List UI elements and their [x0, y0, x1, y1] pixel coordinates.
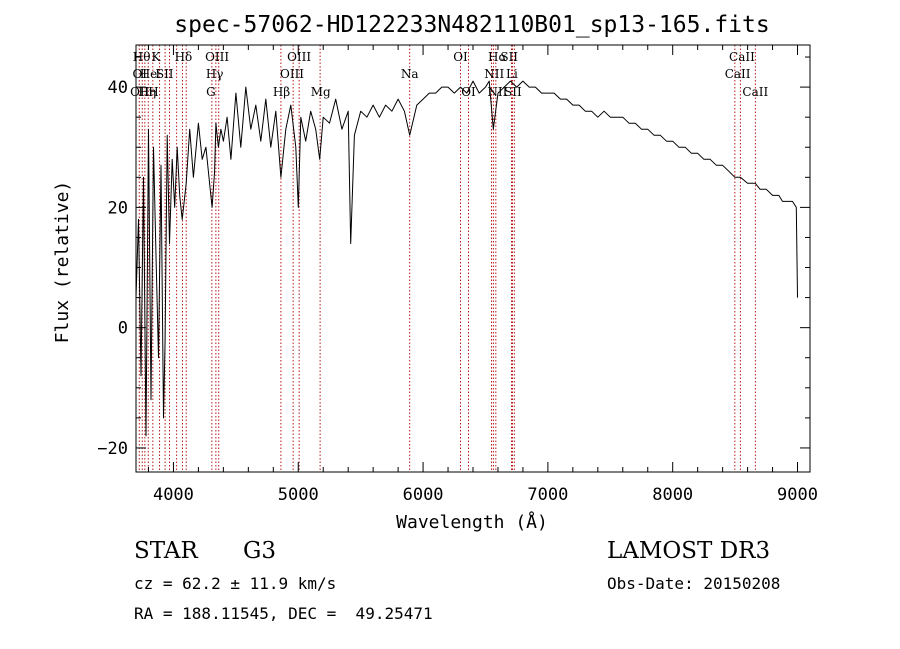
y-tick-label: 40: [108, 78, 128, 98]
line-label: OIII: [280, 67, 304, 81]
line-label: CaII: [729, 50, 755, 64]
redshift-velocity: cz = 62.2 ± 11.9 km/s: [134, 574, 337, 593]
line-label: H: [148, 85, 158, 99]
y-tick-label: −20: [97, 439, 128, 459]
line-label: K: [151, 50, 161, 64]
chart-title: spec-57062-HD122233N482110B01_sp13-165.f…: [174, 12, 769, 38]
x-tick-label: 7000: [527, 485, 568, 505]
observation-date: Obs-Date: 20150208: [607, 574, 781, 593]
line-label: OIII: [287, 50, 311, 64]
line-label: Hβ: [273, 85, 290, 99]
line-label: OI: [461, 85, 476, 99]
y-tick-label: 20: [108, 198, 128, 218]
spectrum-series: [135, 80, 798, 437]
y-tick-label: 0: [118, 319, 128, 339]
line-label: Hθ: [133, 50, 151, 64]
spectral-line-markers: [138, 45, 756, 472]
line-label: SII: [156, 67, 174, 81]
x-axis-label: Wavelength (Å): [396, 511, 548, 533]
x-tick-label: 5000: [278, 485, 319, 505]
line-label: Hδ: [175, 50, 193, 64]
object-subclass: G3: [243, 538, 277, 564]
line-label: He: [140, 67, 158, 81]
line-label: OI: [453, 50, 468, 64]
line-label: Hα: [488, 50, 507, 64]
line-label: Hη: [138, 85, 156, 99]
line-label: NII: [484, 67, 504, 81]
line-label: OIII: [205, 50, 229, 64]
ra-dec-coordinates: RA = 188.11545, DEC = 49.25471: [134, 604, 433, 623]
x-tick-label: 8000: [652, 485, 693, 505]
x-tick-label: 4000: [153, 485, 194, 505]
line-label: Li: [506, 67, 518, 81]
line-label: Mg: [311, 85, 331, 99]
x-tick-label: 6000: [403, 485, 444, 505]
line-label: CaII: [742, 85, 768, 99]
survey-name: LAMOST DR3: [607, 538, 771, 564]
line-label: Na: [401, 67, 419, 81]
x-tick-label: 9000: [777, 485, 818, 505]
line-label: OII: [130, 85, 150, 99]
line-label: G: [206, 85, 216, 99]
line-label: SII: [504, 85, 522, 99]
line-label: SII: [500, 50, 518, 64]
spectrum-line: [135, 80, 798, 437]
object-class: STAR: [134, 538, 198, 564]
x-axis-ticks: 4000 5000 6000 7000 8000 9000: [147, 45, 818, 505]
line-label: Hγ: [206, 67, 224, 81]
line-label: CaII: [725, 67, 751, 81]
y-axis-label: Flux (relative): [52, 181, 73, 344]
y-axis-ticks: −20 0 20 40: [97, 56, 810, 459]
line-label: I: [155, 67, 160, 81]
